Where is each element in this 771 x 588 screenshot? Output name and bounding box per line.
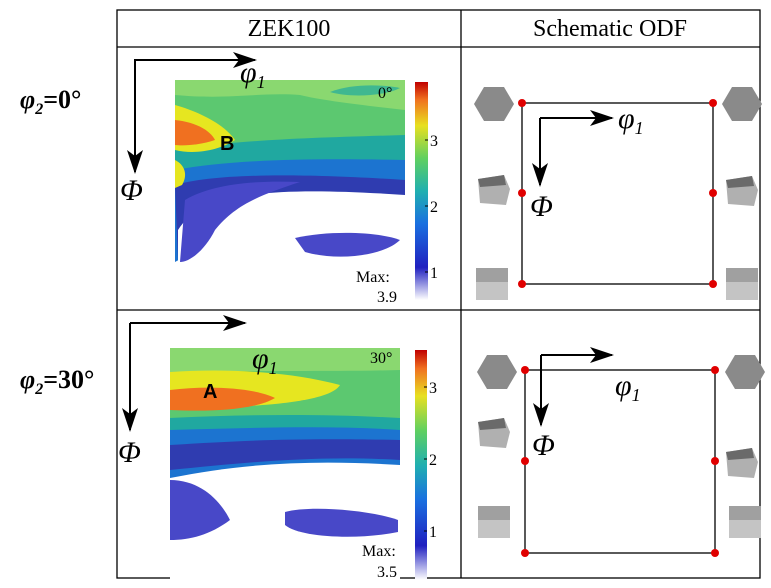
row-label: φ2=0° <box>20 85 81 118</box>
colorbar-tick-label: 3 <box>429 380 437 397</box>
column-header: ZEK100 <box>248 16 331 42</box>
peak-label: B <box>220 133 234 155</box>
colorbar-tick-label: 2 <box>429 452 437 469</box>
colorbar-tick-label: 2 <box>430 199 438 216</box>
max-label: Max: <box>356 269 390 286</box>
max-value: 3.5 <box>377 564 397 581</box>
figure: ZEK100 Schematic ODF φ2=0° φ2=30° φ1 Φ B… <box>0 0 771 588</box>
colorbar <box>415 350 427 580</box>
axis-label: φ1 <box>615 369 641 405</box>
crystal-icons <box>474 87 765 538</box>
colorbar-tick-label: 1 <box>430 265 438 282</box>
axis-label: Φ <box>118 436 141 469</box>
peak-label: A <box>203 381 217 403</box>
row-label: φ2=30° <box>20 365 94 398</box>
max-value: 3.9 <box>377 289 397 306</box>
colorbar <box>415 82 428 300</box>
contour-plot <box>175 80 405 300</box>
axis-label: φ1 <box>240 56 266 92</box>
colorbar-tick-label: 3 <box>430 133 438 150</box>
column-header: Schematic ODF <box>533 16 687 42</box>
max-label: Max: <box>362 543 396 560</box>
colorbar-tick-label: 1 <box>429 524 437 541</box>
axis-label: Φ <box>120 174 143 207</box>
axis-label: φ1 <box>618 102 644 138</box>
axis-label: Φ <box>530 190 553 223</box>
schematic <box>522 103 715 553</box>
angle-label: 0° <box>378 85 392 102</box>
angle-label: 30° <box>370 350 392 367</box>
schematic-points <box>518 99 719 557</box>
axis-label: Φ <box>532 429 555 462</box>
axis-label: φ1 <box>252 342 278 378</box>
